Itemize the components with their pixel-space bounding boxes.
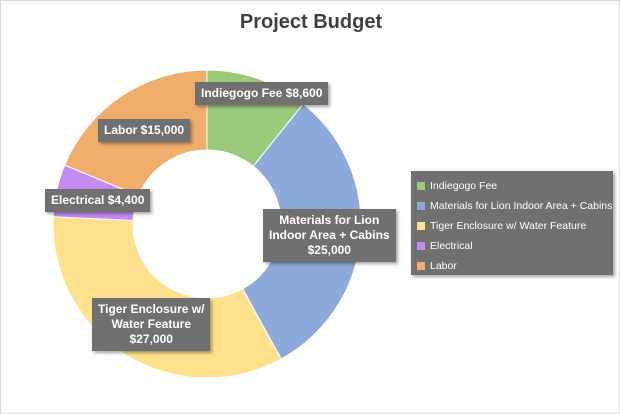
legend-swatch: [417, 182, 425, 190]
legend-label: Tiger Enclosure w/ Water Feature: [430, 220, 587, 232]
data-label-line: Indoor Area + Cabins: [269, 228, 390, 242]
data-label-line: Water Feature: [111, 317, 192, 331]
data-label-tiger-enclosure: Tiger Enclosure w/Water Feature $27,000: [92, 298, 211, 351]
data-label-line: Labor $15,000: [104, 123, 185, 137]
legend-swatch: [417, 242, 425, 250]
legend-label: Electrical: [430, 240, 473, 252]
data-label-indiegogo-fee: Indiegogo Fee $8,600: [195, 82, 329, 105]
data-label-line: $25,000: [307, 243, 351, 257]
data-label-line: Tiger Enclosure w/: [98, 302, 205, 316]
legend-item-materials-lion-indoor: Materials for Lion Indoor Area + Cabins: [417, 196, 613, 216]
data-label-line: Indiegogo Fee $8,600: [201, 86, 323, 100]
legend-item-labor: Labor: [417, 256, 613, 276]
data-label-line: Electrical $4,400: [51, 193, 145, 207]
data-label-labor: Labor $15,000: [98, 119, 191, 142]
legend: Indiegogo Fee Materials for Lion Indoor A…: [411, 171, 613, 275]
data-label-materials-lion-indoor: Materials for Lion Indoor Area + Cabins $2…: [263, 209, 396, 262]
legend-label: Labor: [430, 260, 457, 272]
legend-item-tiger-enclosure: Tiger Enclosure w/ Water Feature: [417, 216, 613, 236]
legend-label: Materials for Lion Indoor Area + Cabins: [430, 200, 613, 212]
legend-label: Indiegogo Fee: [430, 180, 498, 192]
legend-swatch: [417, 262, 425, 270]
legend-swatch: [417, 202, 425, 210]
data-label-electrical: Electrical $4,400: [45, 189, 151, 212]
legend-swatch: [417, 222, 425, 230]
legend-item-indiegogo-fee: Indiegogo Fee: [417, 176, 613, 196]
data-label-line: Materials for Lion: [279, 213, 380, 227]
data-label-line: $27,000: [129, 332, 173, 346]
legend-item-electrical: Electrical: [417, 236, 613, 256]
chart-title: Project Budget: [239, 11, 383, 33]
